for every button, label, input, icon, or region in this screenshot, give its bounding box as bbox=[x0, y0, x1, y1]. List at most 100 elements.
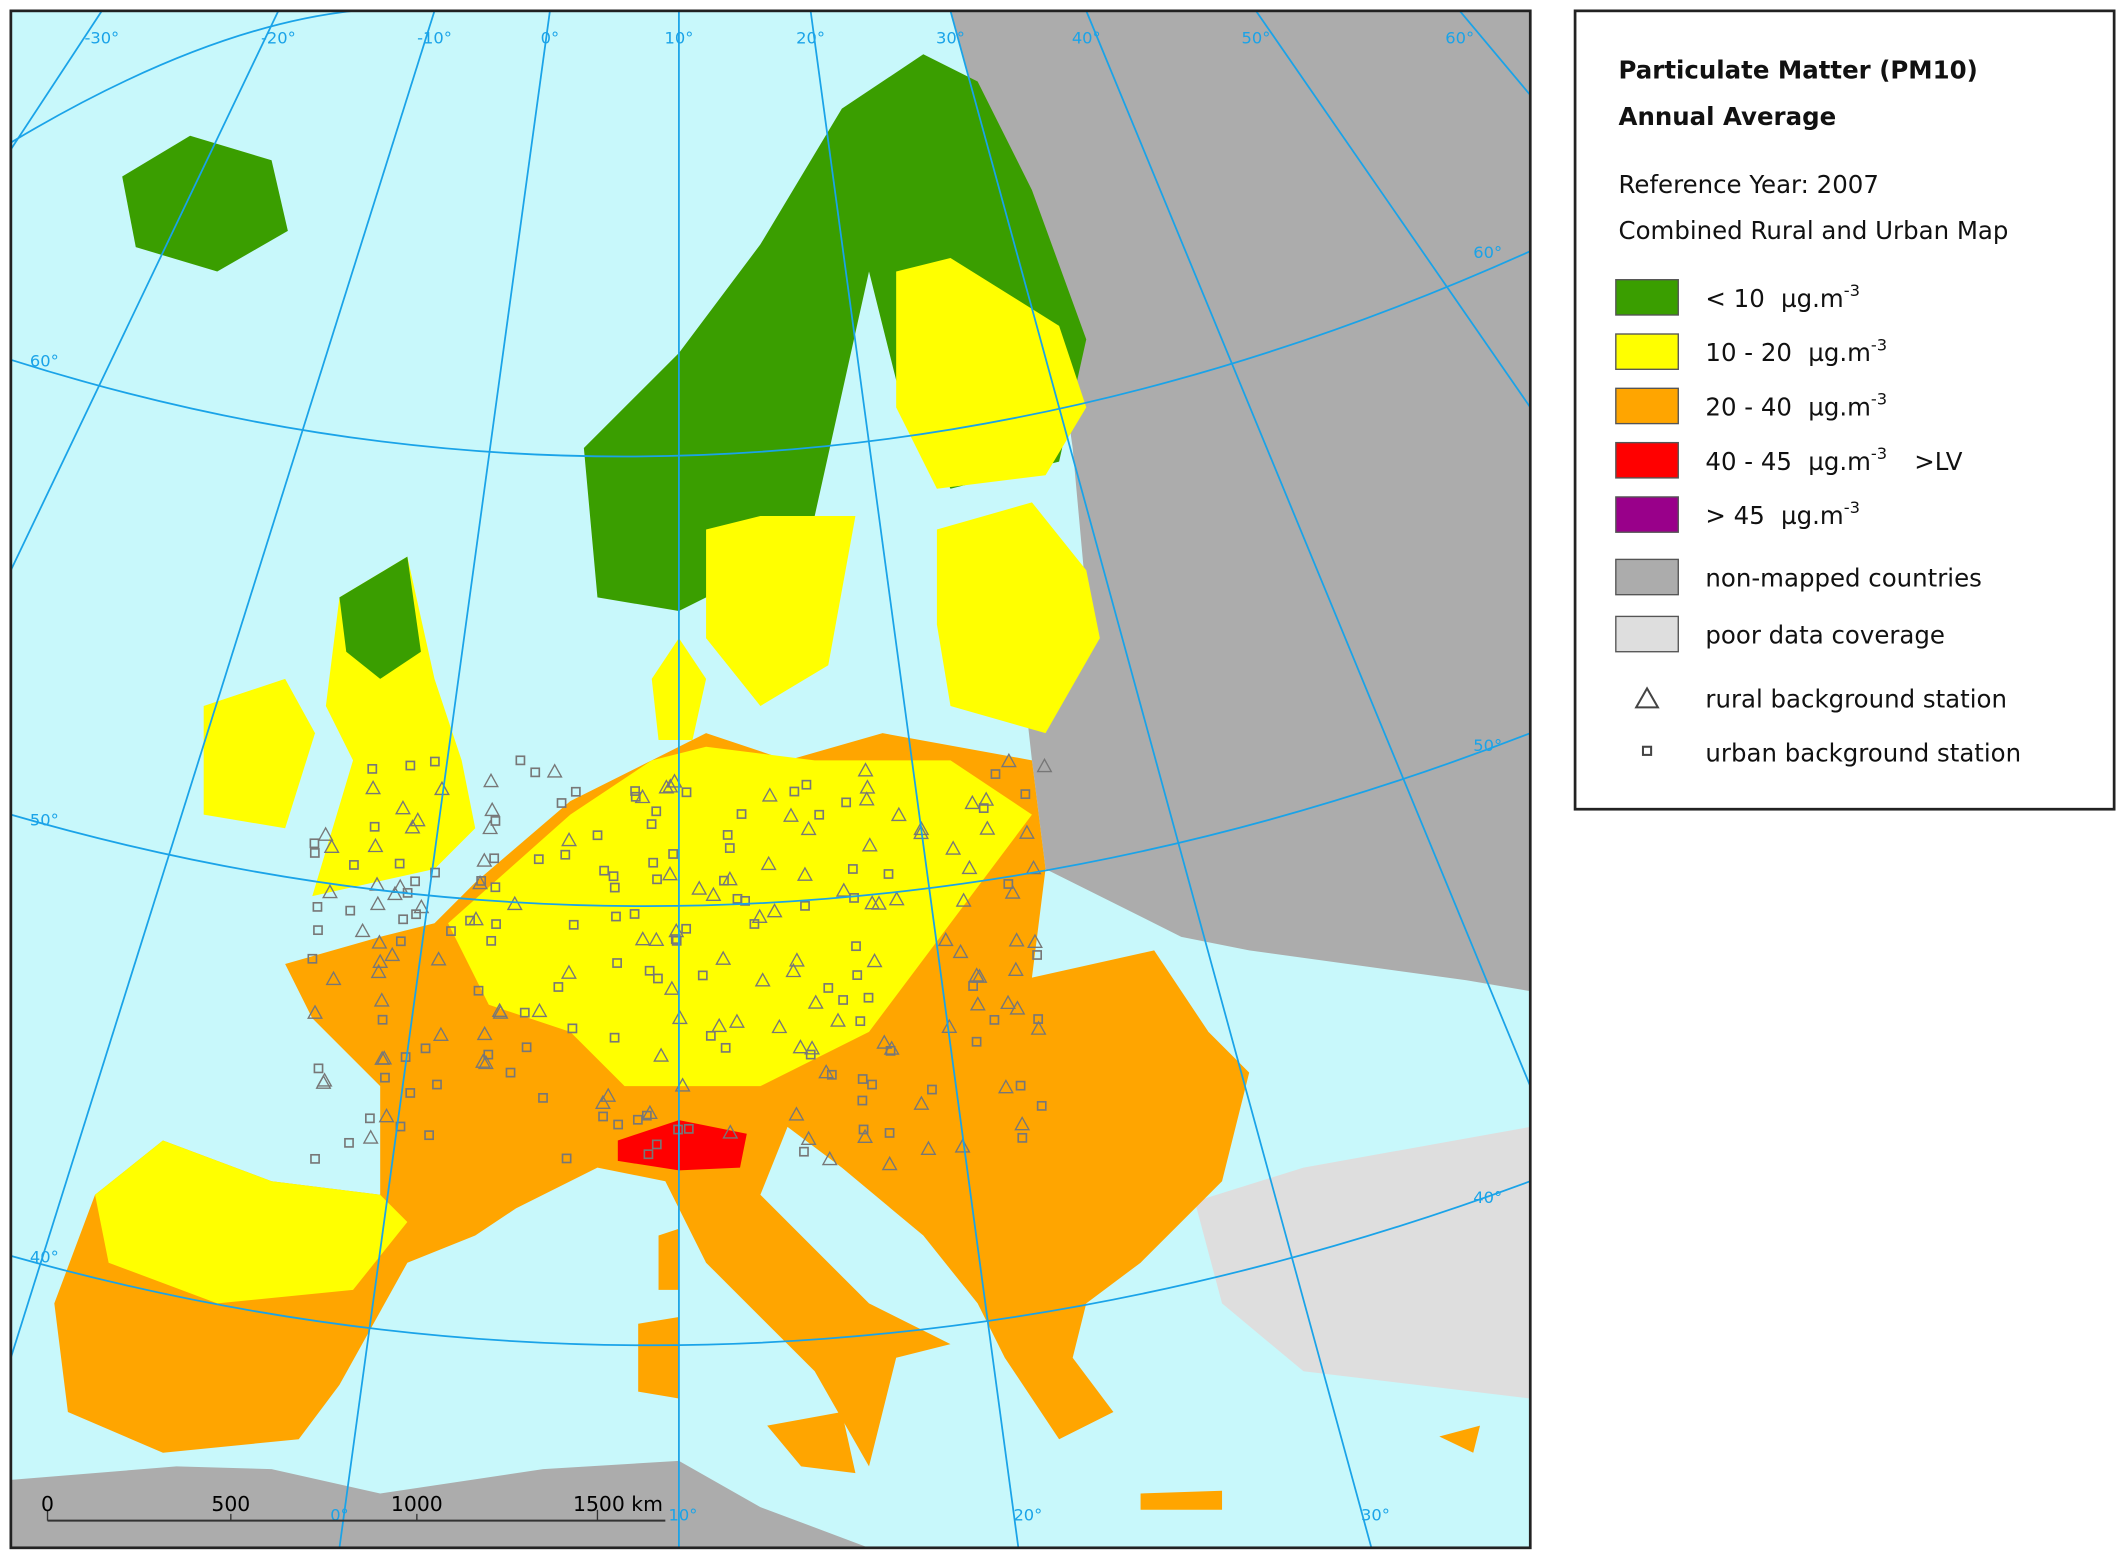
rural-station bbox=[600, 1087, 617, 1102]
urban-station bbox=[885, 1045, 896, 1056]
legend-note: >LV bbox=[1914, 447, 1962, 476]
rural-station bbox=[413, 898, 430, 914]
rural-station bbox=[634, 931, 651, 946]
graticule-label: 40° bbox=[30, 1248, 59, 1267]
rural-station bbox=[888, 891, 905, 906]
rural-station bbox=[691, 880, 708, 895]
graticule-label: 40° bbox=[1473, 1188, 1502, 1207]
graticule-label: 60° bbox=[30, 352, 59, 371]
urban-station bbox=[857, 1074, 868, 1084]
urban-station bbox=[394, 858, 405, 869]
urban-station bbox=[365, 1113, 375, 1124]
rural-station bbox=[711, 1017, 728, 1033]
meridian bbox=[1255, 10, 1531, 408]
meridian bbox=[1458, 10, 1531, 96]
rural-station bbox=[796, 866, 813, 881]
graticule-label: -20° bbox=[261, 28, 296, 47]
legend-unit: µg.m bbox=[1808, 447, 1871, 476]
scale-bar: 0 500 1000 1500 km bbox=[41, 1492, 666, 1522]
urban-station bbox=[377, 1014, 388, 1025]
graticule-label: 50° bbox=[1242, 28, 1271, 47]
urban-station bbox=[651, 806, 662, 817]
rural-station bbox=[373, 992, 390, 1007]
map-kind: Combined Rural and Urban Map bbox=[1619, 216, 2009, 245]
scale-label: 1500 km bbox=[573, 1492, 663, 1516]
legend-range: 20 - 40 bbox=[1705, 392, 1792, 421]
rural-station bbox=[997, 1079, 1014, 1094]
rural-station bbox=[721, 871, 738, 886]
urban-station bbox=[608, 871, 619, 882]
legend-unit: µg.m bbox=[1808, 392, 1871, 421]
sweden-south bbox=[706, 515, 856, 707]
rural-station bbox=[323, 838, 340, 854]
rural-station bbox=[864, 895, 881, 910]
rural-station bbox=[876, 1034, 893, 1049]
rural-station bbox=[367, 837, 384, 853]
rural-station bbox=[376, 1050, 393, 1065]
urban-station bbox=[629, 909, 640, 919]
urban-station bbox=[1036, 1100, 1047, 1111]
urban-station bbox=[570, 786, 581, 797]
rural-station bbox=[920, 1140, 937, 1155]
urban-station bbox=[668, 849, 679, 859]
urban-station bbox=[430, 867, 440, 878]
urban-station bbox=[801, 779, 812, 790]
urban-station bbox=[858, 1124, 869, 1135]
rural-station bbox=[475, 1053, 491, 1068]
urban-station bbox=[857, 1095, 868, 1106]
crete bbox=[1140, 1490, 1223, 1510]
rural-station bbox=[492, 1004, 509, 1019]
urban-station bbox=[446, 926, 456, 936]
urban-station bbox=[646, 819, 657, 829]
urban-station bbox=[395, 936, 406, 947]
rural-station bbox=[648, 931, 665, 947]
parallel bbox=[10, 250, 1531, 458]
urban-station bbox=[483, 1049, 494, 1060]
urban-station bbox=[681, 923, 692, 934]
urban-station bbox=[789, 786, 800, 797]
rural-station bbox=[751, 908, 768, 923]
rural-station bbox=[594, 1094, 611, 1109]
urban-station bbox=[313, 1063, 324, 1074]
urban-station bbox=[429, 756, 440, 767]
rural-station bbox=[964, 794, 981, 810]
rural-station bbox=[788, 1106, 805, 1121]
urban-station bbox=[560, 849, 571, 860]
parallel bbox=[10, 9, 354, 144]
urban-station bbox=[671, 935, 682, 946]
rural-station bbox=[866, 952, 883, 968]
rural-station bbox=[560, 964, 577, 979]
rural-station bbox=[804, 1040, 821, 1055]
reference-year: Reference Year: 2007 bbox=[1619, 170, 1879, 199]
urban-station bbox=[567, 1023, 578, 1034]
urban-station bbox=[1020, 789, 1031, 800]
urban-station bbox=[490, 882, 501, 893]
urban-station bbox=[805, 1049, 816, 1060]
urban-station bbox=[720, 1042, 731, 1053]
urban-station bbox=[989, 1014, 1000, 1025]
urban-station bbox=[345, 905, 356, 916]
urban-station bbox=[398, 914, 409, 925]
urban-station bbox=[705, 1030, 716, 1041]
urban-station bbox=[1032, 950, 1043, 960]
urban-station bbox=[724, 843, 735, 853]
rural-station bbox=[830, 1012, 846, 1027]
rural-station bbox=[430, 951, 447, 966]
urban-station bbox=[847, 864, 858, 874]
sardinia bbox=[638, 1317, 679, 1399]
graticule-label: 30° bbox=[1361, 1506, 1390, 1525]
map-panel: -30° -20° -10° 0° 10° 20° 30° 40° 50° 60° 60° 50° 40… bbox=[9, 9, 1532, 1550]
urban-station bbox=[380, 1072, 390, 1083]
rural-station bbox=[671, 1009, 688, 1025]
graticule-label: -10° bbox=[417, 28, 452, 47]
urban-station bbox=[344, 1137, 354, 1148]
rural-station bbox=[858, 791, 875, 806]
rural-station bbox=[761, 787, 778, 802]
rural-station bbox=[482, 819, 499, 835]
legend-exponent: -3 bbox=[1844, 281, 1860, 300]
rural-station bbox=[1004, 884, 1021, 899]
graticule-label: -30° bbox=[84, 28, 119, 47]
graticule-label: 60° bbox=[1445, 28, 1474, 47]
urban-station bbox=[652, 874, 662, 885]
